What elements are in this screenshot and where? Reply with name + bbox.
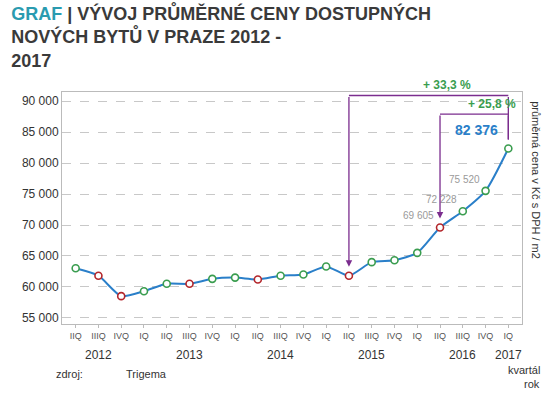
svg-text:2012: 2012	[85, 348, 112, 362]
svg-text:IIQ: IIQ	[70, 331, 82, 341]
svg-text:2015: 2015	[358, 348, 385, 362]
svg-text:72 228: 72 228	[426, 194, 457, 205]
svg-text:rok: rok	[524, 378, 540, 390]
svg-text:IIIQ: IIIQ	[456, 331, 471, 341]
svg-text:82 376: 82 376	[455, 122, 498, 138]
svg-text:kvartál: kvartál	[508, 364, 540, 376]
svg-text:IIIQ: IIIQ	[364, 331, 379, 341]
svg-text:Trigema: Trigema	[126, 368, 167, 380]
svg-text:IQ: IQ	[139, 331, 149, 341]
svg-text:IIQ: IIQ	[343, 331, 355, 341]
svg-text:IQ: IQ	[230, 331, 240, 341]
svg-text:IVQ: IVQ	[296, 331, 312, 341]
svg-text:průměrná cena v Kč s DPH / m2: průměrná cena v Kč s DPH / m2	[530, 101, 542, 259]
svg-text:IQ: IQ	[504, 331, 514, 341]
svg-text:IIQ: IIQ	[161, 331, 173, 341]
svg-text:2016: 2016	[449, 348, 476, 362]
svg-text:IVQ: IVQ	[387, 331, 403, 341]
svg-text:GRAF | VÝVOJ PRŮMĚRNÉ CENY DOS: GRAF | VÝVOJ PRŮMĚRNÉ CENY DOSTUPNÝCHNOV…	[11, 2, 431, 71]
svg-text:IIIQ: IIIQ	[91, 331, 106, 341]
svg-text:65 000: 65 000	[22, 249, 59, 263]
svg-text:60 000: 60 000	[22, 280, 59, 294]
svg-text:IQ: IQ	[412, 331, 422, 341]
svg-text:IIIQ: IIIQ	[273, 331, 288, 341]
svg-text:85 000: 85 000	[22, 125, 59, 139]
svg-text:69 605: 69 605	[403, 210, 434, 221]
svg-text:IIQ: IIQ	[434, 331, 446, 341]
svg-text:75 520: 75 520	[449, 174, 480, 185]
svg-text:IVQ: IVQ	[113, 331, 129, 341]
svg-text:90 000: 90 000	[22, 94, 59, 108]
svg-text:2014: 2014	[267, 348, 294, 362]
svg-text:IVQ: IVQ	[478, 331, 494, 341]
svg-text:IIQ: IIQ	[252, 331, 264, 341]
svg-text:+ 33,3 %: + 33,3 %	[423, 78, 471, 92]
svg-text:2013: 2013	[176, 348, 203, 362]
svg-text:55 000: 55 000	[22, 311, 59, 325]
svg-text:2017: 2017	[495, 348, 522, 362]
svg-text:+ 25,8 %: + 25,8 %	[468, 97, 516, 111]
svg-text:80 000: 80 000	[22, 156, 59, 170]
svg-text:75 000: 75 000	[22, 187, 59, 201]
svg-text:zdroj:: zdroj:	[56, 368, 83, 380]
svg-text:70 000: 70 000	[22, 218, 59, 232]
svg-text:IIIQ: IIIQ	[182, 331, 197, 341]
svg-text:IQ: IQ	[321, 331, 331, 341]
svg-text:IVQ: IVQ	[205, 331, 221, 341]
